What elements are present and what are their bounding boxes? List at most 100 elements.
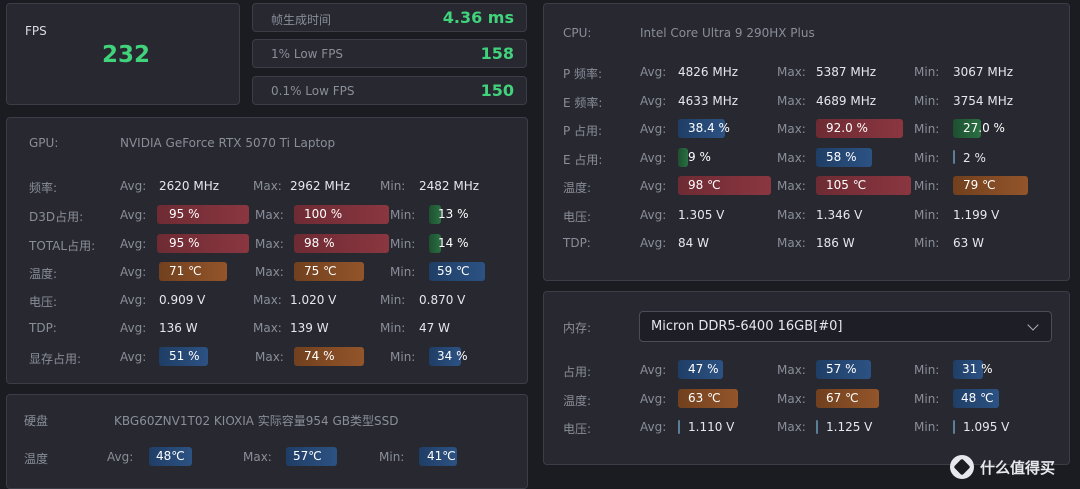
cpu-row-label: 温度: [563,181,592,195]
disk-label: 硬盘 [24,414,49,428]
avg-label: Avg: [640,65,667,79]
memory-usage-avg-bar: 47 % [678,360,723,379]
memory-temp-avg: 63 ℃ [688,391,721,405]
disk-temp-label: 温度 [24,452,49,466]
memory-usage-max: 57 % [826,362,857,376]
gpu-vram-max-bar: 74 % [294,347,364,366]
cpu-row-label: P 频率: [563,67,603,81]
gpu-row-label: 温度: [29,267,58,281]
cpu-panel: CPU: Intel Core Ultra 9 290HX Plus P 频率:… [543,3,1070,281]
avg-label: Avg: [640,363,667,377]
memory-usage-avg: 47 % [688,362,719,376]
memory-volt-max: 1.125 V [826,420,873,434]
memory-module-select[interactable]: Micron DDR5-6400 16GB[#0] [639,311,1052,342]
cpu-pusage-avg-bar: 38.4 % [678,119,730,138]
memory-volt-min-bar [953,420,955,434]
memory-row-label: 温度: [563,394,592,408]
avg-label: Avg: [640,179,667,193]
gpu-temp-min: 59 ℃ [437,264,470,278]
min-label: Min: [380,293,406,307]
memory-usage-min-bar: 31 % [953,360,993,379]
cpu-volt-min: 1.199 V [953,208,1000,222]
memory-volt-max-bar [816,420,818,434]
gpu-d3d-max: 100 % [304,207,343,221]
avg-label: Avg: [120,265,147,279]
gpu-total-max-bar: 98 % [294,234,389,253]
memory-row-label: 电压: [563,422,592,436]
cpu-eusage-min-bar [953,150,955,164]
cpu-pusage-min-bar: 27.0 % [953,119,1005,138]
max-label: Max: [777,65,806,79]
memory-usage-max-bar: 57 % [816,360,871,379]
gpu-row-label: 频率: [29,181,58,195]
gpu-d3d-min: 13 % [438,207,469,221]
disk-temp-avg-bar: 48℃ [149,447,192,466]
cpu-pfreq-max: 5387 MHz [816,65,877,79]
max-label: Max: [255,208,284,222]
cpu-efreq-avg: 4633 MHz [678,94,739,108]
cpu-tdp-avg: 84 W [678,236,709,250]
memory-selected-value: Micron DDR5-6400 16GB[#0] [651,319,843,334]
avg-label: Avg: [107,450,134,464]
gpu-row-label: TOTAL占用: [29,239,96,253]
min-label: Min: [914,392,940,406]
low01-label: 0.1% Low FPS [271,84,355,98]
avg-label: Avg: [640,151,667,165]
gpu-volt-avg: 0.909 V [159,293,206,307]
gpu-tdp-avg: 136 W [159,321,198,335]
gpu-vram-avg-bar: 51 % [159,347,208,366]
max-label: Max: [777,236,806,250]
cpu-pusage-max: 92.0 % [826,121,868,135]
cpu-eusage-avg: 9 % [688,150,711,164]
cpu-row-label: TDP: [563,236,591,250]
min-label: Min: [390,237,416,251]
cpu-label: CPU: [563,26,592,40]
gpu-d3d-min-bar: 13 % [429,205,469,224]
gpu-temp-max: 75 ℃ [304,264,337,278]
gpu-volt-max: 1.020 V [290,293,337,307]
gpu-temp-avg: 71 ℃ [169,264,202,278]
avg-label: Avg: [120,179,147,193]
max-label: Max: [255,350,284,364]
cpu-eusage-max-bar: 58 % [816,148,872,167]
low01-value: 150 [480,81,514,100]
gpu-d3d-avg-bar: 95 % [157,205,249,224]
gpu-name: NVIDIA GeForce RTX 5070 Ti Laptop [120,136,336,150]
cpu-temp-min: 79 ℃ [963,178,996,192]
disk-temp-avg: 48℃ [156,449,185,463]
min-label: Min: [390,350,416,364]
gpu-vram-avg: 51 % [169,349,200,363]
memory-panel: 内存: Micron DDR5-6400 16GB[#0] 占用: Avg: 4… [543,291,1070,465]
gpu-tdp-max: 139 W [290,321,329,335]
gpu-total-avg-bar: 95 % [157,234,249,253]
max-label: Max: [777,179,806,193]
min-label: Min: [914,65,940,79]
gpu-total-min-bar: 14 % [429,234,469,253]
gpu-freq-avg: 2620 MHz [159,179,220,193]
cpu-tdp-max: 186 W [816,236,855,250]
cpu-temp-max-bar: 105 ℃ [816,176,911,195]
cpu-tdp-min: 63 W [953,236,984,250]
cpu-pfreq-avg: 4826 MHz [678,65,739,79]
max-label: Max: [777,420,806,434]
disk-temp-max: 57℃ [293,449,322,463]
min-label: Min: [390,265,416,279]
cpu-row-label: 电压: [563,210,592,224]
gpu-freq-min: 2482 MHz [419,179,480,193]
cpu-volt-avg: 1.305 V [678,208,725,222]
max-label: Max: [253,321,282,335]
memory-temp-avg-bar: 63 ℃ [678,389,738,408]
max-label: Max: [777,208,806,222]
max-label: Max: [255,265,284,279]
avg-label: Avg: [120,321,147,335]
min-label: Min: [380,321,406,335]
cpu-eusage-min: 2 % [963,151,986,165]
gpu-row-label: TDP: [29,321,57,335]
cpu-row-label: E 占用: [563,153,603,167]
disk-temp-max-bar: 57℃ [286,447,337,466]
max-label: Max: [253,293,282,307]
memory-row-label: 占用: [563,365,592,379]
max-label: Max: [243,450,272,464]
max-label: Max: [777,122,806,136]
frame-time-label: 帧生成时间 [271,13,332,27]
